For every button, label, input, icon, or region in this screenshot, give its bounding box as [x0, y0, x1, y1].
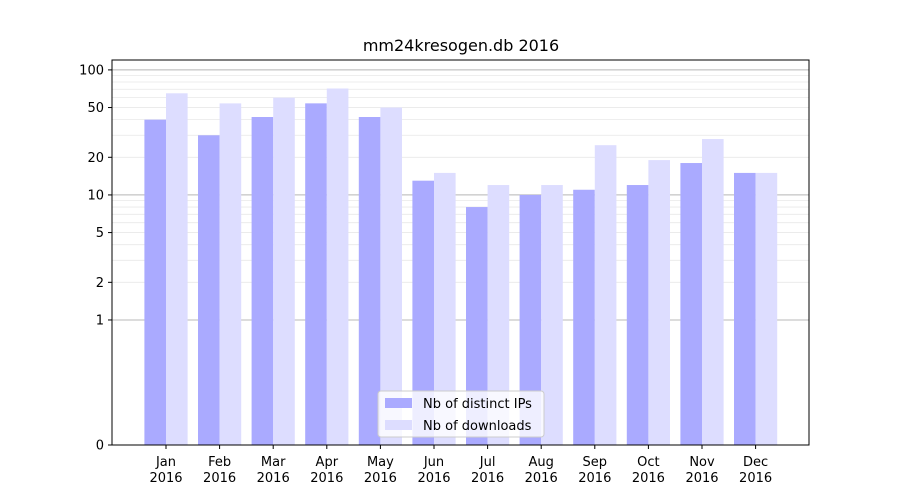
- legend-label-distinct-ips: Nb of distinct IPs: [423, 397, 532, 412]
- bar-distinct-ips-mar: [251, 117, 274, 445]
- legend-label-downloads: Nb of downloads: [423, 419, 532, 434]
- bar-distinct-ips-apr: [305, 103, 327, 446]
- bar-downloads-nov: [702, 139, 724, 445]
- bar-distinct-ips-nov: [680, 163, 702, 445]
- legend-frame: [377, 390, 545, 438]
- plot-area-frame: [111, 59, 810, 446]
- x-tick-label-year: 2016: [739, 471, 772, 486]
- y-tick-label: 100: [79, 63, 104, 78]
- x-tick-label-month: Dec: [743, 455, 768, 470]
- x-tick-label-month: Sep: [583, 455, 608, 470]
- x-tick-label-year: 2016: [578, 471, 611, 486]
- x-axis-ticks: Jan2016Feb2016Mar2016Apr2016May2016Jun20…: [149, 445, 772, 486]
- bar-distinct-ips-jan: [144, 119, 166, 445]
- bar-distinct-ips-aug: [519, 194, 542, 445]
- legend-swatch-downloads: [385, 420, 412, 430]
- x-tick-label-month: Jan: [155, 455, 176, 470]
- bar-distinct-ips-jul: [466, 207, 488, 445]
- bar-downloads-mar: [273, 97, 295, 445]
- x-tick-label-year: 2016: [149, 471, 182, 486]
- y-axis-ticks: 0 1 2 5 10 20 50 100: [79, 63, 112, 454]
- bar-distinct-ips-jun: [412, 180, 434, 445]
- x-tick-label-month: Jul: [479, 455, 496, 470]
- bar-distinct-ips-dec: [734, 172, 756, 446]
- bar-downloads-oct: [648, 160, 670, 445]
- bar-distinct-ips-oct: [626, 185, 649, 445]
- bar-downloads-feb: [219, 103, 242, 446]
- bar-distinct-ips-feb: [198, 135, 220, 445]
- y-tick-label: 10: [87, 188, 104, 203]
- y-tick-label: 0: [96, 439, 104, 454]
- x-tick-label-month: Feb: [208, 455, 231, 470]
- y-tick-label: 1: [96, 313, 104, 328]
- bar-distinct-ips-may: [358, 117, 381, 445]
- chart-title: mm24kresogen.db 2016: [363, 36, 559, 55]
- x-tick-label-year: 2016: [203, 471, 236, 486]
- y-tick-label: 50: [87, 101, 104, 116]
- x-tick-label-year: 2016: [417, 471, 450, 486]
- y-tick-label: 2: [96, 276, 104, 291]
- bar-downloads-apr: [326, 88, 349, 445]
- x-tick-label-year: 2016: [471, 471, 504, 486]
- x-tick-label-year: 2016: [685, 471, 718, 486]
- bar-distinct-ips-sep: [573, 189, 595, 445]
- bar-downloads-jan: [166, 93, 188, 445]
- bar-downloads-sep: [594, 145, 617, 445]
- bars: [144, 88, 778, 446]
- x-tick-label-month: Jun: [423, 455, 444, 470]
- x-tick-label-month: Mar: [261, 455, 286, 470]
- legend: Nb of distinct IPs Nb of downloads: [377, 390, 545, 438]
- x-tick-label-year: 2016: [310, 471, 343, 486]
- x-tick-label-month: May: [367, 455, 394, 470]
- bar-downloads-jul: [487, 185, 510, 445]
- x-tick-label-month: Nov: [689, 455, 715, 470]
- bar-downloads-may: [380, 107, 402, 445]
- bar-downloads-aug: [541, 185, 563, 445]
- y-tick-label: 20: [87, 151, 104, 166]
- x-tick-label-year: 2016: [632, 471, 665, 486]
- x-tick-label-year: 2016: [364, 471, 397, 486]
- bar-downloads-dec: [755, 172, 778, 446]
- x-tick-label-month: Aug: [529, 455, 554, 470]
- bar-downloads-jun: [434, 172, 456, 446]
- y-tick-label: 5: [96, 226, 104, 241]
- legend-swatch-distinct-ips: [385, 398, 412, 408]
- x-tick-label-year: 2016: [525, 471, 558, 486]
- x-tick-label-month: Apr: [316, 455, 339, 470]
- x-tick-label-month: Oct: [637, 455, 659, 470]
- x-tick-label-year: 2016: [257, 471, 290, 486]
